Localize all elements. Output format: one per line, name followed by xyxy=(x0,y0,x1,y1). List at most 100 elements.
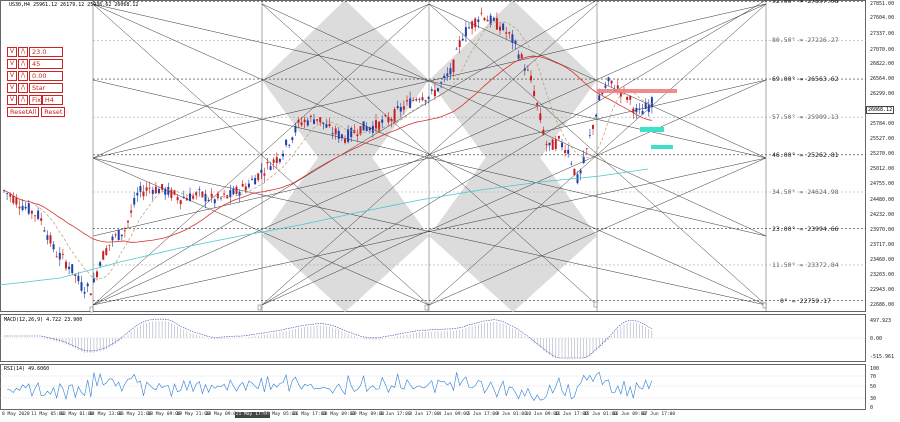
current-price-tag: 26068.12 xyxy=(866,106,895,114)
candle-body xyxy=(393,109,396,122)
candle-body xyxy=(495,18,498,30)
mode-field[interactable]: Fix xyxy=(29,95,42,105)
toggle-visible-button[interactable]: V xyxy=(7,83,17,93)
macd-tick-label: 497.923 xyxy=(870,318,892,324)
toggle-shape-button[interactable]: /\ xyxy=(18,71,28,81)
gann-fan-line xyxy=(261,0,767,306)
candle-body xyxy=(570,163,573,165)
rsi-label: RSI(14) 49.6060 xyxy=(4,366,50,372)
candle-body xyxy=(30,210,33,214)
control-row: V /\ Fix H4 xyxy=(7,95,63,106)
candle-body xyxy=(127,220,129,223)
candle-body xyxy=(154,186,157,194)
toggle-shape-button[interactable]: /\ xyxy=(18,47,28,57)
resistance-zone xyxy=(597,89,677,93)
candle-body xyxy=(297,119,300,123)
gann-fan-line xyxy=(92,3,430,306)
candle-body xyxy=(260,169,263,173)
control-row: V /\ 23.0 xyxy=(7,47,63,58)
candle-body xyxy=(430,89,433,91)
candle-body xyxy=(356,134,359,137)
price-tick-label: 23970.00 xyxy=(870,227,895,234)
time-tick-label: 21 May 17:00 xyxy=(234,412,270,418)
candle-body xyxy=(92,278,95,283)
time-tick-label: 1 Jun 17:00 xyxy=(380,412,411,417)
price-tick-label: 27070.00 xyxy=(870,46,895,53)
candle-body xyxy=(83,291,86,294)
time-tick-label: 11 May 05:00 xyxy=(31,412,65,417)
reset-button[interactable]: Reset xyxy=(41,107,66,117)
time-tick-label: 26 May 17:00 xyxy=(292,412,327,417)
candle-body xyxy=(80,282,83,291)
candle-body xyxy=(229,190,232,198)
fib-level-label: 92.00° = 27897.08 xyxy=(772,0,839,6)
offset-field[interactable]: 0.00 xyxy=(29,71,63,81)
candle-body xyxy=(412,100,415,101)
candle-body xyxy=(185,198,188,201)
candle-body xyxy=(340,134,343,139)
time-tick-label: 16 Jun 09:00 xyxy=(612,412,647,417)
candle-body xyxy=(223,193,226,195)
fib-level-label: 11.50° = 23372.84 xyxy=(772,260,839,269)
style-field[interactable]: Star xyxy=(29,83,63,93)
candle-body xyxy=(365,126,368,131)
gann-fan-line xyxy=(261,3,767,237)
candle-body xyxy=(58,252,61,260)
candle-body xyxy=(15,197,18,205)
toggle-visible-button[interactable]: V xyxy=(7,47,17,57)
time-tick-label: 5 Jun 17:00 xyxy=(467,412,498,417)
candle-body xyxy=(142,191,145,197)
candle-body xyxy=(176,197,179,201)
gann-fan-line xyxy=(92,0,598,306)
candle-body xyxy=(303,119,306,123)
candle-body xyxy=(511,34,514,43)
fib-level-label: 0° = 22759.17 xyxy=(780,296,831,305)
toggle-visible-button[interactable]: V xyxy=(7,71,17,81)
candle-body xyxy=(523,68,526,71)
candle-body xyxy=(27,203,30,214)
toggle-shape-button[interactable]: /\ xyxy=(18,59,28,69)
candle-body xyxy=(105,248,108,256)
candle-body xyxy=(505,32,508,34)
gann-fan-line xyxy=(261,3,598,306)
candle-body xyxy=(46,235,49,240)
candle-body xyxy=(114,234,117,236)
candle-body xyxy=(158,189,160,194)
fib-level-label: 23.00° = 23994.66 xyxy=(772,224,839,233)
toggle-visible-button[interactable]: V xyxy=(7,95,17,105)
toggle-shape-button[interactable]: /\ xyxy=(18,95,28,105)
candle-body xyxy=(561,142,563,148)
candle-body xyxy=(34,215,36,217)
candle-body xyxy=(151,189,154,194)
candle-body xyxy=(576,174,579,184)
candle-body xyxy=(564,150,567,154)
time-tick-label: 13 May 01:00 xyxy=(60,412,94,417)
control-row: ResetAll Reset xyxy=(7,107,66,118)
toggle-visible-button[interactable]: V xyxy=(7,59,17,69)
reset-all-button[interactable]: ResetAll xyxy=(7,107,40,117)
candle-body xyxy=(480,12,483,14)
candle-body xyxy=(604,85,607,88)
candle-body xyxy=(551,139,554,150)
step-field[interactable]: 45 xyxy=(29,59,63,69)
macd-tick-label: -515.961 xyxy=(870,354,895,360)
timeframe-field[interactable]: H4 xyxy=(41,95,63,105)
candle-body xyxy=(638,108,641,110)
candle-body xyxy=(251,178,253,180)
candle-body xyxy=(337,130,340,139)
candle-body xyxy=(530,75,532,81)
candle-body xyxy=(266,162,269,164)
angle-field[interactable]: 23.0 xyxy=(29,47,63,57)
candle-body xyxy=(409,98,412,108)
candle-body xyxy=(313,119,315,124)
candle-body xyxy=(37,210,40,219)
candle-body xyxy=(275,157,278,163)
candle-body xyxy=(86,283,89,287)
candle-body xyxy=(647,104,650,113)
ma-mid-line xyxy=(3,55,652,243)
toggle-shape-button[interactable]: /\ xyxy=(18,83,28,93)
macd-signal-line xyxy=(4,318,653,359)
candle-body xyxy=(610,80,613,84)
candle-body xyxy=(170,189,173,198)
